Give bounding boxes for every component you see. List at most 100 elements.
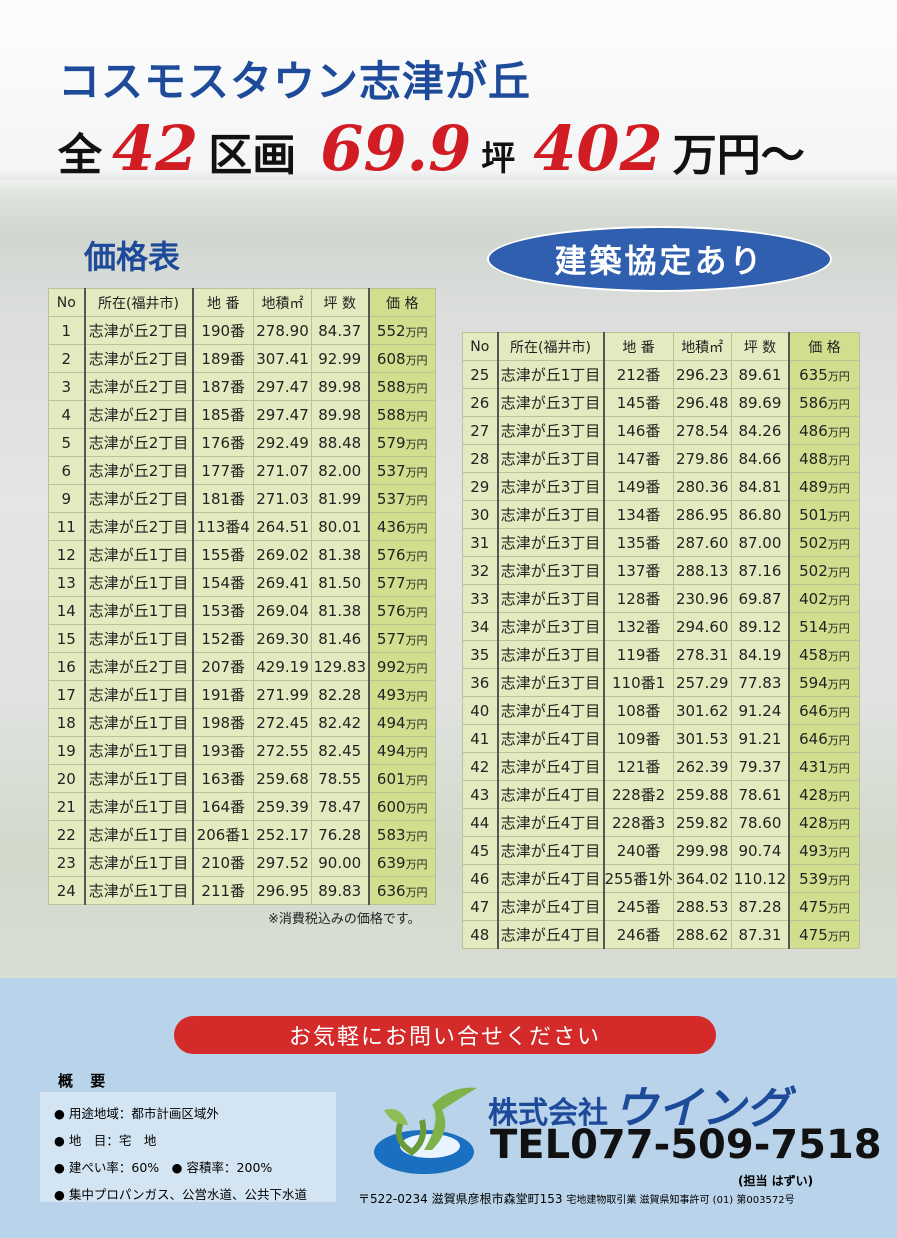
column-header-area-m2: 地積㎡ xyxy=(253,288,312,317)
tax-note: ※消費税込みの価格です。 xyxy=(268,912,421,927)
cell-tsubo: 89.61 xyxy=(730,360,790,389)
overview-title: 概 要 xyxy=(58,1072,112,1090)
cell-location: 志津が丘1丁目 xyxy=(84,820,194,849)
cell-price: 537万円 xyxy=(367,456,436,485)
table-row: 25 志津が丘1丁目 212番 296.23 89.61 635万円 xyxy=(462,360,860,389)
cell-lot-no: 3 xyxy=(48,372,86,401)
cell-location: 志津が丘4丁目 xyxy=(497,696,605,725)
cell-tsubo: 87.16 xyxy=(730,556,790,585)
table-row: 19 志津が丘1丁目 193番 272.55 82.45 494万円 xyxy=(48,736,436,765)
cell-tsubo: 84.37 xyxy=(311,316,369,345)
cell-tsubo: 87.28 xyxy=(730,892,790,921)
cell-price: 646万円 xyxy=(788,696,860,725)
cell-area-m2: 278.31 xyxy=(672,640,732,669)
cell-tsubo: 84.81 xyxy=(730,472,790,501)
cell-price: 489万円 xyxy=(788,472,860,501)
cell-location: 志津が丘4丁目 xyxy=(497,724,605,753)
cell-price: 428万円 xyxy=(788,780,860,809)
cell-tsubo: 69.87 xyxy=(730,584,790,613)
cell-location: 志津が丘2丁目 xyxy=(84,372,194,401)
table-row: 45 志津が丘4丁目 240番 299.98 90.74 493万円 xyxy=(462,836,860,865)
cell-lot-no: 43 xyxy=(462,780,499,809)
cell-price: 576万円 xyxy=(367,596,436,625)
cell-tsubo: 91.21 xyxy=(730,724,790,753)
table-row: 35 志津が丘3丁目 119番 278.31 84.19 458万円 xyxy=(462,640,860,669)
cell-lot-no: 31 xyxy=(462,528,499,557)
cell-location: 志津が丘4丁目 xyxy=(497,892,605,921)
cell-lot-no: 19 xyxy=(48,736,86,765)
table-row: 16 志津が丘2丁目 207番 429.19 129.83 992万円 xyxy=(48,652,436,681)
cell-lot-no: 15 xyxy=(48,624,86,653)
cell-lot-number: 246番 xyxy=(603,920,674,949)
cell-location: 志津が丘4丁目 xyxy=(497,920,605,949)
table-row: 43 志津が丘4丁目 228番2 259.88 78.61 428万円 xyxy=(462,780,860,809)
cell-lot-no: 21 xyxy=(48,792,86,821)
column-header-price: 価 格 xyxy=(788,332,860,361)
cell-tsubo: 87.31 xyxy=(730,920,790,949)
cell-lot-no: 29 xyxy=(462,472,499,501)
cell-area-m2: 272.55 xyxy=(253,736,312,765)
cell-tsubo: 87.00 xyxy=(730,528,790,557)
table-row: 21 志津が丘1丁目 164番 259.39 78.47 600万円 xyxy=(48,792,436,821)
cell-location: 志津が丘2丁目 xyxy=(84,512,194,541)
cell-location: 志津が丘3丁目 xyxy=(497,584,605,613)
table-row: 17 志津が丘1丁目 191番 271.99 82.28 493万円 xyxy=(48,680,436,709)
cell-lot-no: 30 xyxy=(462,500,499,529)
cell-lot-number: 153番 xyxy=(192,596,254,625)
table-row: 33 志津が丘3丁目 128番 230.96 69.87 402万円 xyxy=(462,584,860,613)
cell-area-m2: 288.53 xyxy=(672,892,732,921)
cell-tsubo: 76.28 xyxy=(311,820,369,849)
table-row: 9 志津が丘2丁目 181番 271.03 81.99 537万円 xyxy=(48,484,436,513)
cell-location: 志津が丘3丁目 xyxy=(497,528,605,557)
cell-location: 志津が丘4丁目 xyxy=(497,836,605,865)
cell-lot-number: 198番 xyxy=(192,708,254,737)
cell-area-m2: 296.95 xyxy=(253,876,312,905)
cell-lot-no: 23 xyxy=(48,848,86,877)
overview-box: ● 用途地域：都市計画区域外 ● 地 目：宅 地 ● 建ぺい率：60% ● 容積… xyxy=(40,1092,336,1202)
table-row: 13 志津が丘1丁目 154番 269.41 81.50 577万円 xyxy=(48,568,436,597)
cell-tsubo: 78.55 xyxy=(311,764,369,793)
cell-lot-number: 149番 xyxy=(603,472,674,501)
cell-lot-no: 41 xyxy=(462,724,499,753)
column-header-area-m2: 地積㎡ xyxy=(672,332,732,361)
license: 宅地建物取引業 滋賀県知事許可 (01) 第003572号 xyxy=(566,1195,795,1206)
cell-price: 636万円 xyxy=(367,876,436,905)
cell-location: 志津が丘3丁目 xyxy=(497,556,605,585)
cell-location: 志津が丘1丁目 xyxy=(84,568,194,597)
cell-lot-no: 4 xyxy=(48,400,86,429)
cell-location: 志津が丘3丁目 xyxy=(497,416,605,445)
cell-price: 502万円 xyxy=(788,556,860,585)
cell-area-m2: 286.95 xyxy=(672,500,732,529)
overview-item: ● 集中プロパンガス、公営水道、公共下水道 xyxy=(54,1187,308,1202)
cell-location: 志津が丘1丁目 xyxy=(84,708,194,737)
cell-price: 539万円 xyxy=(788,864,860,893)
cell-lot-no: 14 xyxy=(48,596,86,625)
table-row: 22 志津が丘1丁目 206番1 252.17 76.28 583万円 xyxy=(48,820,436,849)
cell-location: 志津が丘1丁目 xyxy=(84,764,194,793)
cell-lot-number: 177番 xyxy=(192,456,254,485)
cell-location: 志津が丘3丁目 xyxy=(497,500,605,529)
cell-price: 436万円 xyxy=(367,512,436,541)
cell-location: 志津が丘2丁目 xyxy=(84,400,194,429)
cell-area-m2: 269.41 xyxy=(253,568,312,597)
cell-location: 志津が丘3丁目 xyxy=(497,612,605,641)
cell-location: 志津が丘2丁目 xyxy=(84,428,194,457)
cell-lot-no: 48 xyxy=(462,920,499,949)
cell-lot-number: 193番 xyxy=(192,736,254,765)
cell-price: 635万円 xyxy=(788,360,860,389)
cell-lot-no: 12 xyxy=(48,540,86,569)
cell-lot-no: 18 xyxy=(48,708,86,737)
cell-tsubo: 89.12 xyxy=(730,612,790,641)
cell-price: 493万円 xyxy=(367,680,436,709)
cell-area-m2: 292.49 xyxy=(253,428,312,457)
cell-location: 志津が丘1丁目 xyxy=(497,360,605,389)
table-row: 12 志津が丘1丁目 155番 269.02 81.38 576万円 xyxy=(48,540,436,569)
table-row: 42 志津が丘4丁目 121番 262.39 79.37 431万円 xyxy=(462,752,860,781)
table-row: 41 志津が丘4丁目 109番 301.53 91.21 646万円 xyxy=(462,724,860,753)
table-row: 48 志津が丘4丁目 246番 288.62 87.31 475万円 xyxy=(462,920,860,949)
cell-lot-number: 132番 xyxy=(603,612,674,641)
cell-lot-number: 113番4 xyxy=(192,512,254,541)
cell-tsubo: 110.12 xyxy=(730,864,790,893)
cell-lot-number: 155番 xyxy=(192,540,254,569)
cell-area-m2: 429.19 xyxy=(253,652,312,681)
